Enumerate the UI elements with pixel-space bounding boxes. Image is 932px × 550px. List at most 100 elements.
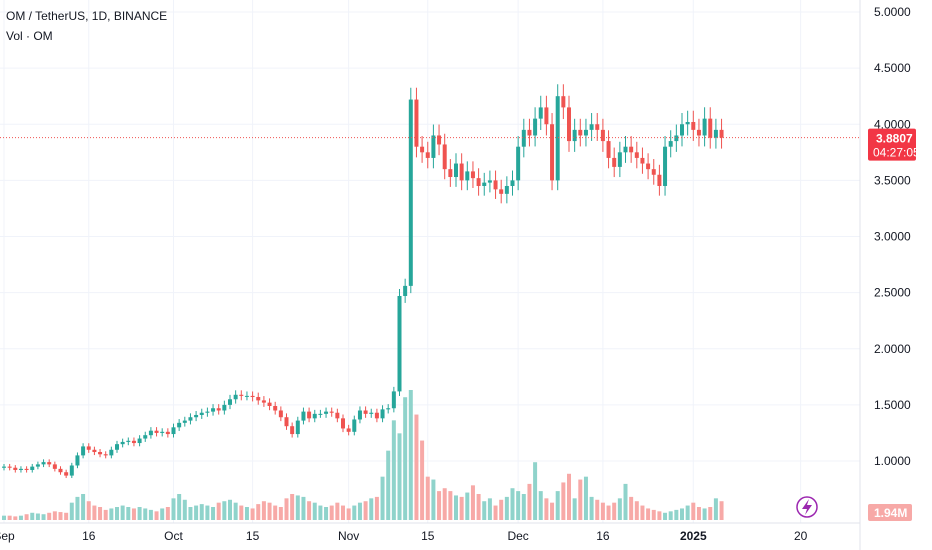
candle	[617, 141, 622, 178]
volume-bar	[363, 501, 368, 520]
volume-bar	[691, 502, 696, 520]
time-tick-label: 16	[82, 529, 96, 543]
time-axis[interactable]: Sep 16 Oct 15 Nov 15 Dec 16 2025 20	[0, 529, 808, 543]
candle	[115, 440, 119, 453]
candle	[295, 416, 300, 438]
volume-bar	[24, 514, 29, 520]
candle	[75, 452, 80, 469]
candle	[324, 407, 329, 418]
candle	[307, 407, 312, 423]
candle	[561, 84, 566, 120]
price-tick-label: 1.0000	[874, 454, 911, 468]
candle	[35, 461, 40, 470]
lightning-icon[interactable]	[796, 496, 818, 518]
candle	[312, 409, 317, 423]
volume-bar	[216, 502, 221, 520]
candle-body	[651, 169, 656, 175]
volume-bar	[137, 507, 142, 520]
candle	[52, 461, 57, 472]
candle	[437, 124, 442, 156]
volume-bar	[228, 499, 232, 520]
volume-bar	[188, 507, 193, 520]
candle-body	[357, 410, 362, 420]
candle	[171, 423, 176, 438]
volume-bar	[239, 505, 244, 520]
volume-bar	[702, 508, 707, 520]
candle	[374, 408, 379, 423]
volume-bar	[154, 511, 159, 520]
bar-countdown: 04:27:05	[873, 146, 920, 160]
candle-body	[685, 122, 690, 125]
candle	[64, 469, 69, 479]
candle-body	[165, 431, 170, 435]
candle-body	[719, 129, 724, 138]
candle	[425, 141, 430, 169]
candle-body	[646, 163, 651, 170]
candle-body	[92, 449, 97, 453]
candle	[69, 462, 74, 479]
volume-bar	[408, 390, 413, 520]
candle	[273, 401, 278, 415]
candle-body	[454, 163, 458, 178]
candle	[544, 95, 549, 136]
volume-bar	[329, 505, 334, 520]
candle-body	[318, 413, 323, 415]
candle	[521, 118, 526, 158]
candle-body	[510, 180, 515, 186]
candle-body	[465, 171, 470, 181]
candle	[194, 411, 199, 422]
volume-bar	[312, 502, 317, 520]
volume-bar	[595, 499, 600, 520]
candle	[567, 95, 571, 152]
candle-body	[98, 452, 103, 455]
candle-body	[148, 430, 153, 436]
candle-body	[476, 178, 481, 186]
candle-body	[561, 96, 566, 108]
volume-bar	[199, 504, 204, 520]
candle	[92, 446, 97, 456]
candle-body	[680, 124, 684, 136]
volume-bar	[538, 491, 543, 520]
candle-body	[606, 141, 611, 158]
volume-bar	[674, 509, 679, 520]
candle-body	[493, 180, 498, 190]
volume-bar	[425, 476, 430, 520]
candle	[516, 136, 521, 191]
price-tick-label: 5.0000	[874, 5, 911, 19]
volume-bar	[284, 498, 289, 520]
volume-bar	[465, 492, 470, 520]
volume-bar	[148, 509, 153, 520]
candle-body	[329, 411, 334, 413]
candle	[341, 414, 345, 433]
volume-bar	[617, 498, 622, 520]
candle	[538, 95, 543, 131]
candle-body	[380, 409, 385, 419]
volume-bar	[120, 505, 125, 520]
volume-bar	[470, 485, 475, 520]
candle-body	[691, 122, 696, 130]
volume-indicator-label[interactable]: Vol · OM	[6, 29, 53, 43]
volume-bar	[420, 440, 425, 520]
volume-bar	[115, 507, 119, 520]
candle-body	[211, 408, 216, 412]
candle-body	[47, 462, 52, 465]
candle-body	[188, 417, 193, 421]
candle	[431, 124, 436, 169]
volume-bar	[482, 501, 487, 520]
candle	[137, 435, 142, 447]
symbol-title[interactable]: OM / TetherUS, 1D, BINANCE	[6, 9, 168, 23]
candle	[476, 168, 481, 196]
candle	[352, 415, 357, 436]
candle	[657, 164, 662, 196]
candle	[380, 405, 385, 423]
candle-body	[115, 444, 119, 450]
candle	[504, 176, 509, 204]
price-axis[interactable]: 5.0000 4.5000 4.0000 3.5000 3.0000 2.5000 2.00…	[874, 5, 911, 468]
candle	[533, 107, 538, 147]
candle	[363, 406, 368, 418]
candle-body	[290, 426, 295, 435]
volume-bar	[651, 509, 656, 520]
volume-bar	[160, 508, 165, 520]
time-tick-label: 15	[246, 529, 260, 543]
